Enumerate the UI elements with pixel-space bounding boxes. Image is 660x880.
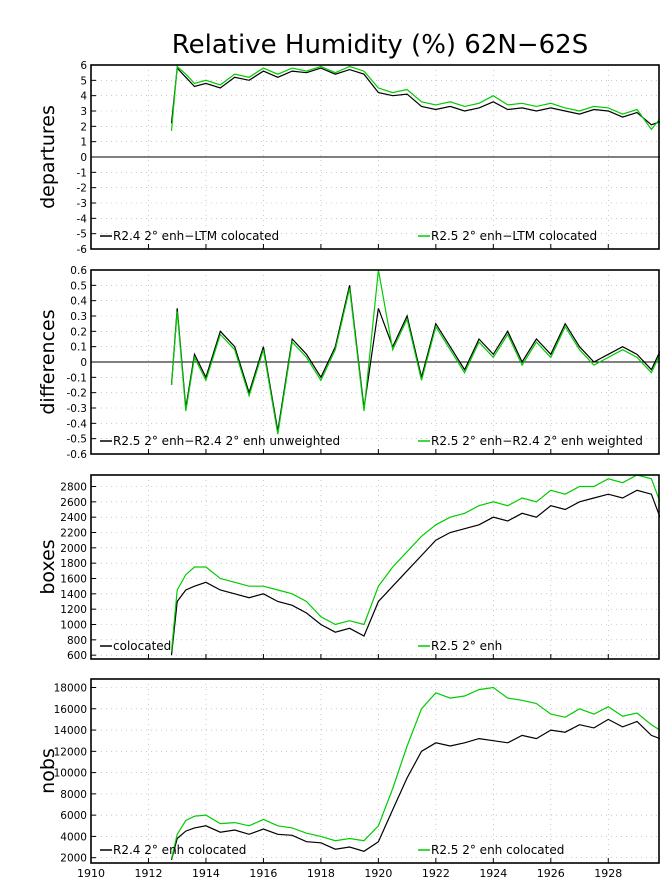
y-axis-label: departures bbox=[37, 105, 59, 209]
y-tick-label: 1800 bbox=[60, 558, 87, 570]
y-tick-label: 16000 bbox=[54, 704, 87, 716]
y-tick-label: 6000 bbox=[60, 810, 87, 822]
series-line-black bbox=[170, 718, 660, 860]
y-tick-label: -3 bbox=[77, 198, 87, 210]
y-tick-label: 800 bbox=[67, 635, 87, 647]
x-tick-label: 1918 bbox=[307, 867, 335, 880]
y-tick-label: 4000 bbox=[60, 831, 87, 843]
y-tick-label: 2000 bbox=[60, 853, 87, 865]
legend-label: R2.5 2° enh colocated bbox=[431, 843, 564, 857]
x-tick-label: 1922 bbox=[422, 867, 450, 880]
y-tick-label: -0.5 bbox=[67, 434, 88, 446]
y-tick-label: 14000 bbox=[54, 725, 87, 737]
y-tick-label: 600 bbox=[67, 650, 87, 662]
series-line-black bbox=[170, 285, 660, 432]
x-tick-label: 1920 bbox=[364, 867, 392, 880]
y-tick-label: 2 bbox=[80, 121, 87, 133]
series-line-black bbox=[170, 489, 660, 656]
x-tick-label: 1926 bbox=[537, 867, 565, 880]
y-tick-label: 0 bbox=[80, 152, 87, 164]
y-tick-label: 3 bbox=[80, 106, 87, 118]
panel-boxes: 2800 2600 2400 2200 2000 1800 1600 1400 1200 1000… bbox=[37, 474, 660, 662]
plot-frame bbox=[90, 269, 660, 455]
series-line-green bbox=[170, 65, 660, 131]
x-tick-label: 1924 bbox=[479, 867, 507, 880]
y-tick-label: -4 bbox=[77, 213, 88, 225]
plot-frame bbox=[90, 474, 660, 660]
x-tick-label: 1912 bbox=[134, 867, 162, 880]
legend-label: colocated bbox=[113, 639, 171, 653]
chart-panels: 6 5 4 3 2 1 0 -1 -2 -3 -4 -5 -6 departures R2.4 2° enh… bbox=[37, 60, 660, 865]
y-axis-label: differences bbox=[37, 309, 59, 414]
series-line-green bbox=[170, 686, 660, 859]
plot-frame bbox=[90, 64, 660, 250]
y-tick-label: -6 bbox=[77, 244, 88, 256]
x-tick-label: 1910 bbox=[77, 867, 105, 880]
y-tick-label: 5 bbox=[80, 75, 87, 87]
y-axis-label: nobs bbox=[37, 748, 59, 794]
y-tick-label: 18000 bbox=[54, 683, 87, 695]
y-tick-label: -0.4 bbox=[67, 418, 88, 430]
plot-frame bbox=[90, 678, 660, 864]
legend-label: R2.5 2° enh−R2.4 2° enh weighted bbox=[431, 434, 643, 448]
y-tick-label: 4 bbox=[80, 91, 87, 103]
legend-label: R2.5 2° enh bbox=[431, 639, 502, 653]
y-tick-label: 0.2 bbox=[70, 326, 87, 338]
y-tick-label: 0 bbox=[80, 357, 87, 369]
y-tick-label: 0.4 bbox=[70, 296, 87, 308]
y-tick-label: 2200 bbox=[60, 528, 87, 540]
y-tick-label: -5 bbox=[77, 229, 87, 241]
y-tick-label: 1400 bbox=[60, 589, 87, 601]
legend-label: R2.5 2° enh−R2.4 2° enh unweighted bbox=[113, 434, 340, 448]
y-tick-label: 1 bbox=[80, 137, 87, 149]
y-tick-label: 2800 bbox=[60, 482, 87, 494]
series-line-green bbox=[170, 474, 660, 652]
y-tick-label: 2000 bbox=[60, 543, 87, 555]
y-tick-label: 1200 bbox=[60, 604, 87, 616]
y-tick-label: -1 bbox=[77, 167, 87, 179]
y-tick-label: 2400 bbox=[60, 512, 87, 524]
y-tick-label: 8000 bbox=[60, 789, 87, 801]
chart-title: Relative Humidity (%) 62N−62S bbox=[172, 30, 588, 60]
legend-label: R2.5 2° enh−LTM colocated bbox=[431, 229, 597, 243]
panel-nobs: 18000 16000 14000 12000 10000 8000 6000 4000 200… bbox=[37, 678, 660, 865]
y-tick-label: 6 bbox=[80, 60, 87, 72]
y-tick-label: 1000 bbox=[60, 620, 87, 632]
legend-label: R2.4 2° enh colocated bbox=[113, 843, 246, 857]
x-tick-label: 1916 bbox=[249, 867, 277, 880]
y-tick-label: 12000 bbox=[54, 746, 87, 758]
y-tick-label: 2600 bbox=[60, 497, 87, 509]
y-tick-label: 0.6 bbox=[70, 265, 87, 277]
y-tick-label: 1600 bbox=[60, 574, 87, 586]
y-tick-label: -0.2 bbox=[67, 388, 88, 400]
series-line-green bbox=[170, 269, 660, 435]
y-tick-label: 10000 bbox=[54, 768, 87, 780]
y-tick-label: -0.6 bbox=[67, 449, 88, 461]
y-tick-label: -2 bbox=[77, 183, 87, 195]
y-tick-label: 0.3 bbox=[70, 311, 87, 323]
y-tick-label: -0.3 bbox=[67, 403, 88, 415]
panel-departures: 6 5 4 3 2 1 0 -1 -2 -3 -4 -5 -6 departures R2.4 2° enh… bbox=[37, 60, 660, 256]
y-axis-label: boxes bbox=[37, 539, 59, 594]
series-line-black bbox=[170, 66, 660, 126]
x-axis: 1910 1912 1914 1916 1918 1920 1922 1924 1926 1928 bbox=[77, 867, 622, 880]
legend-label: R2.4 2° enh−LTM colocated bbox=[113, 229, 279, 243]
x-tick-label: 1914 bbox=[192, 867, 220, 880]
panel-differences: 0.6 0.5 0.4 0.3 0.2 0.1 0 -0.1 -0.2 -0.3 -0.4 -0.5 -… bbox=[37, 265, 660, 461]
y-tick-label: 0.1 bbox=[70, 342, 87, 354]
x-tick-label: 1928 bbox=[594, 867, 622, 880]
y-tick-label: -0.1 bbox=[67, 372, 88, 384]
y-tick-label: 0.5 bbox=[70, 280, 87, 292]
